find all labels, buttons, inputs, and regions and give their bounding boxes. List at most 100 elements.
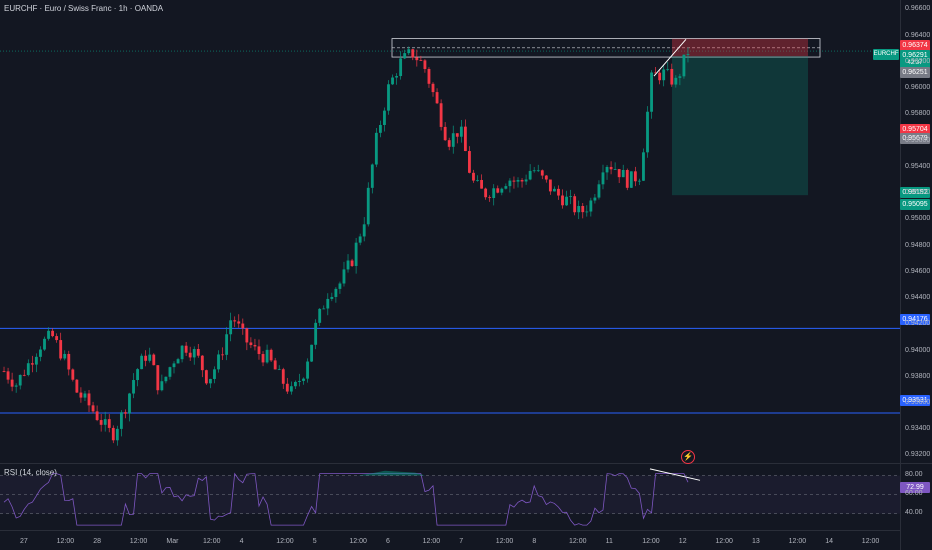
time-axis-label: 12:00: [203, 538, 221, 545]
candle-body: [168, 367, 172, 377]
candle-body: [338, 283, 342, 289]
candle-body: [354, 242, 358, 266]
candle-body: [472, 172, 475, 181]
time-axis-label: 11: [605, 538, 613, 545]
candle-body: [180, 345, 184, 360]
candle-body: [407, 49, 411, 54]
target-green-tag: 0.95192: [900, 187, 930, 198]
candle-body: [221, 354, 224, 356]
candle-body: [512, 180, 516, 182]
candle-body: [115, 428, 119, 441]
candle-body: [83, 393, 87, 398]
candle-body: [132, 380, 135, 394]
candle-body: [34, 356, 38, 365]
price-axis-label: 0.96600: [905, 5, 931, 13]
candle-body: [22, 374, 26, 376]
candle-body: [358, 236, 362, 243]
candle-body: [378, 124, 382, 133]
candle-body: [374, 132, 378, 165]
price-axis-label: 0.95600: [905, 136, 931, 144]
stop-zone: [672, 38, 808, 57]
candle-body: [601, 172, 605, 185]
price-axis-label: 0.93600: [905, 398, 931, 406]
price-axis-label: 0.95400: [905, 162, 931, 170]
countdown-tag: 42:37: [900, 58, 930, 69]
candle-body: [536, 170, 540, 172]
candle-body: [443, 126, 447, 141]
candle-body: [399, 58, 403, 77]
mark-red-tag: 0.95704: [900, 124, 930, 135]
candle-body: [289, 386, 293, 392]
candle-body: [285, 383, 289, 392]
candle-body: [257, 346, 261, 355]
candle-body: [658, 72, 662, 81]
candle-body: [520, 180, 524, 182]
candle-body: [678, 76, 682, 78]
candle-body: [314, 322, 318, 345]
candle-body: [496, 188, 500, 193]
candle-body: [484, 188, 488, 198]
candle-body: [10, 379, 14, 387]
candle-body: [75, 379, 79, 393]
candle-body: [435, 92, 439, 104]
candle-body: [237, 321, 241, 324]
time-axis-label: 6: [386, 538, 390, 545]
candle-body: [59, 340, 63, 359]
price-trendline: [653, 39, 687, 77]
candle-body: [322, 308, 326, 310]
candle-body: [172, 363, 176, 368]
entry-price-tag: 0.96251: [900, 67, 930, 78]
rsi-line: [3, 472, 689, 526]
support-upper-tag: 0.94176: [900, 314, 930, 325]
candle-body: [557, 188, 560, 196]
candle-body: [528, 170, 532, 180]
candle-body: [350, 260, 354, 266]
price-axis-label: 0.93200: [905, 451, 931, 459]
price-axis-label: 0.95000: [905, 215, 931, 223]
time-axis-label: 28: [93, 538, 101, 545]
candle-body: [2, 371, 6, 372]
candle-body: [674, 77, 678, 85]
candle-body: [43, 338, 46, 350]
price-axis-label: 0.95800: [905, 110, 931, 118]
candle-body: [99, 420, 103, 425]
candle-body: [310, 344, 314, 362]
candle-body: [245, 328, 249, 343]
time-axis-label: 27: [20, 538, 28, 545]
time-axis-label: 5: [312, 538, 317, 545]
candle-body: [439, 103, 443, 127]
candle-body: [597, 184, 601, 198]
candle-body: [540, 170, 544, 176]
candle-body: [225, 334, 229, 355]
candle-body: [298, 380, 301, 382]
candle-body: [26, 363, 30, 375]
lightning-icon[interactable]: ⚡: [681, 450, 695, 464]
candle-body: [662, 69, 666, 81]
time-axis-label: 8: [532, 538, 537, 545]
candle-body: [334, 288, 338, 297]
candle-body: [431, 83, 435, 93]
candle-body: [51, 330, 55, 337]
candle-body: [128, 393, 131, 414]
candle-body: [403, 53, 407, 59]
candle-body: [391, 77, 394, 85]
time-axis-label: 12:00: [129, 538, 148, 545]
time-axis-label: 12:00: [788, 538, 807, 545]
candle-body: [387, 84, 390, 111]
time-axis-label: 7: [459, 538, 464, 545]
candle-body: [492, 188, 496, 198]
candle-body: [156, 365, 160, 391]
rsi-axis-label: 60.00: [905, 489, 923, 497]
target-blue-tag: 0.95095: [900, 199, 930, 210]
candle-body: [184, 345, 188, 353]
price-axis-label: 0.96400: [905, 31, 931, 39]
candle-body: [71, 369, 75, 380]
candle-body: [196, 349, 200, 356]
candle-body: [370, 164, 374, 188]
candle-body: [79, 392, 83, 398]
candle-body: [561, 195, 564, 206]
rsi-axis-label: 40.00: [905, 508, 923, 516]
candle-body: [548, 179, 552, 192]
